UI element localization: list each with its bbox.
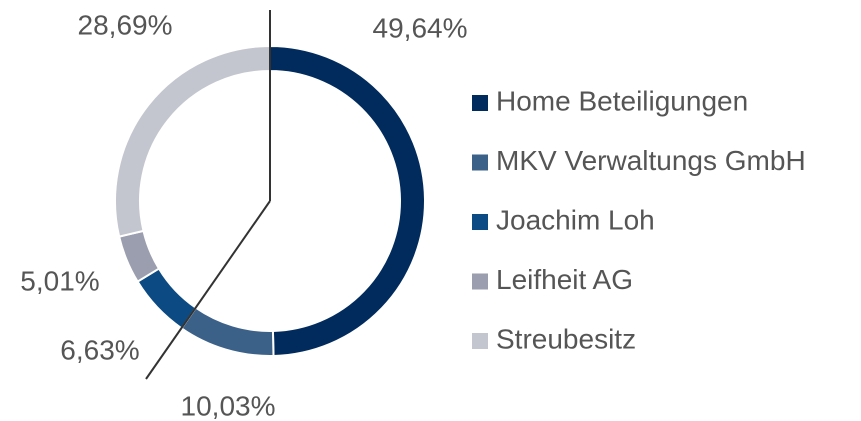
legend-swatch <box>472 154 488 171</box>
leader-line <box>145 200 271 380</box>
legend-swatch <box>472 333 488 349</box>
data-label: 10,03% <box>181 390 276 421</box>
legend-swatch <box>472 95 488 111</box>
legend-swatch <box>472 214 488 230</box>
legend-label: Home Beteiligungen <box>496 85 748 116</box>
legend-label: Joachim Loh <box>496 204 655 235</box>
data-label: 49,64% <box>373 12 468 43</box>
legend-label: Leifheit AG <box>496 264 633 295</box>
legend-swatch <box>472 273 488 290</box>
legend-label: MKV Verwaltungs GmbH <box>496 145 806 176</box>
donut-slice <box>269 44 426 357</box>
data-label: 6,63% <box>60 334 139 365</box>
donut <box>114 44 426 357</box>
data-label: 5,01% <box>20 265 99 296</box>
donut-slice <box>114 44 271 238</box>
legend-label: Streubesitz <box>496 323 636 354</box>
donut-slice <box>180 306 275 357</box>
data-label: 28,69% <box>78 9 173 40</box>
